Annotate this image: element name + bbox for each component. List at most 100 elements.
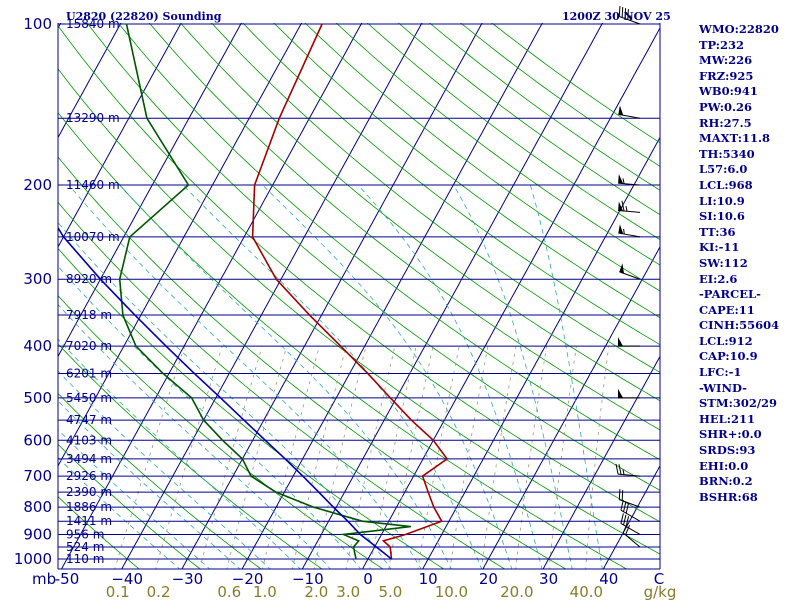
parcel-profile-point — [99, 278, 101, 280]
index-line: WB0:941 — [699, 84, 758, 99]
wind-barb — [618, 224, 641, 238]
index-line: SHR+:0.0 — [699, 427, 762, 442]
index-line: -WIND- — [699, 380, 747, 395]
wind-barbs — [615, 6, 641, 548]
dewpoint-profile-point — [275, 491, 277, 493]
moist-adiabat-line — [58, 338, 301, 569]
wind-barb-flag — [624, 8, 627, 19]
moist-adiabat-line — [119, 184, 452, 569]
height-label: 4747 m — [66, 413, 112, 427]
temperature-profile-point — [446, 458, 448, 460]
parcel-profile-point — [347, 520, 349, 522]
dry-adiabat-line — [117, 23, 660, 461]
dewpoint-profile-point — [135, 345, 137, 347]
height-label: 1411 m — [66, 514, 112, 528]
wind-barb — [618, 337, 640, 347]
height-label: 110 m — [66, 552, 104, 566]
temperature-tick-label: −20 — [232, 570, 264, 588]
dewpoint-profile-point — [187, 184, 189, 186]
wind-barb-flag — [621, 200, 625, 212]
parcel-profile-point — [62, 236, 65, 238]
parcel-profile-point — [359, 533, 361, 536]
height-label: 7020 m — [66, 339, 112, 353]
moist-adiabat-line — [357, 184, 543, 569]
mixing-ratio-tick-label: 20.0 — [500, 583, 533, 600]
wind-barb-pennant — [618, 388, 623, 398]
index-line: LFC:-1 — [699, 365, 742, 380]
dewpoint-profile-point — [241, 458, 243, 460]
height-label: 10070 m — [66, 230, 120, 244]
index-line: SI:10.6 — [699, 209, 745, 224]
wind-barb — [619, 263, 641, 280]
height-label: 6201 m — [66, 366, 112, 380]
temperature-tick-label: 10 — [419, 570, 438, 588]
index-line: EI:2.6 — [699, 271, 738, 286]
dry-adiabat-line — [58, 247, 445, 569]
index-line: CINH:55604 — [699, 318, 780, 333]
index-line: TT:36 — [699, 224, 736, 239]
mixing-ratio-tick-label: 5.0 — [378, 583, 402, 600]
dewpoint-profile-point — [222, 439, 224, 441]
dewpoint-profile-point — [122, 314, 124, 316]
isotherm-line — [58, 23, 242, 358]
wind-barb-flag — [618, 464, 622, 475]
moist-adiabat-line — [530, 184, 603, 569]
isotherm-line — [361, 26, 660, 569]
temperature-profile-point — [340, 345, 342, 347]
isotherm-line — [58, 23, 182, 248]
wind-barb — [618, 388, 640, 399]
index-line: -PARCEL- — [699, 287, 761, 302]
index-line: STM:302/29 — [699, 396, 778, 411]
mixing-ratio-tick-label: 0.2 — [147, 583, 171, 600]
station-title: U2820 (22820) Sounding — [66, 10, 222, 23]
wind-barb-flag — [615, 463, 619, 475]
valid-time: 1200Z 30 NOV 25 — [562, 10, 671, 23]
height-label: 4103 m — [66, 433, 112, 447]
dry-adiabat-line — [58, 443, 201, 569]
temperature-profile-point — [275, 278, 277, 280]
moist-adiabat-line — [58, 221, 392, 569]
mixing-ratio-line — [417, 346, 460, 569]
wind-barb-pennant — [618, 224, 624, 234]
dry-adiabat-line — [86, 23, 660, 491]
temperature-profile-point — [321, 23, 323, 25]
index-line: EHI:0.0 — [699, 458, 749, 473]
pressure-tick-label: 700 — [23, 467, 52, 485]
dewpoint-profile-point — [203, 419, 205, 421]
stability-indices-panel: WMO:22820 TP:232 MW:226 FRZ:925 WB0:941 PW:0.… — [699, 22, 799, 505]
wind-barb-staff — [618, 473, 641, 477]
index-line: PW:0.26 — [699, 99, 753, 114]
parcel-profile-point — [284, 458, 286, 460]
wind-barb-staff — [618, 182, 641, 186]
index-line: KI:-11 — [699, 240, 740, 255]
wind-barb-flag — [618, 6, 621, 17]
isotherm-line — [301, 23, 604, 569]
parcel-profile-point — [17, 118, 18, 119]
isotherm-line — [58, 23, 303, 467]
height-label: 7918 m — [66, 308, 112, 322]
dewpoint-profile-point — [358, 540, 360, 542]
temperature-tick-label: 20 — [479, 570, 498, 588]
isotherm-line — [482, 245, 660, 569]
temperature-profile-point — [254, 184, 256, 186]
dewpoint-profile-point — [355, 558, 357, 560]
isotherm-line — [60, 23, 363, 569]
wind-barb-flag — [627, 9, 629, 20]
pressure-tick-label: 1000 — [14, 550, 52, 568]
dewpoint-profile-point — [342, 533, 345, 536]
index-line: TP:232 — [699, 37, 745, 52]
wind-barb-pennant — [618, 337, 623, 347]
wind-barb — [615, 463, 641, 477]
mixing-ratio-line — [199, 345, 263, 569]
height-label: 2390 m — [66, 485, 112, 499]
wind-barb-flag — [618, 489, 621, 500]
mixing-ratio-unit-label: g/kg — [644, 583, 677, 600]
parcel-profile-point — [220, 397, 222, 399]
mixing-ratio-tick-label: 0.6 — [217, 583, 241, 600]
mixing-ratio-line — [226, 345, 288, 569]
height-label: 1886 m — [66, 500, 112, 514]
wind-barb-pennant — [618, 105, 624, 116]
index-line: HEL:211 — [699, 411, 755, 426]
dewpoint-profile-point — [162, 372, 164, 374]
